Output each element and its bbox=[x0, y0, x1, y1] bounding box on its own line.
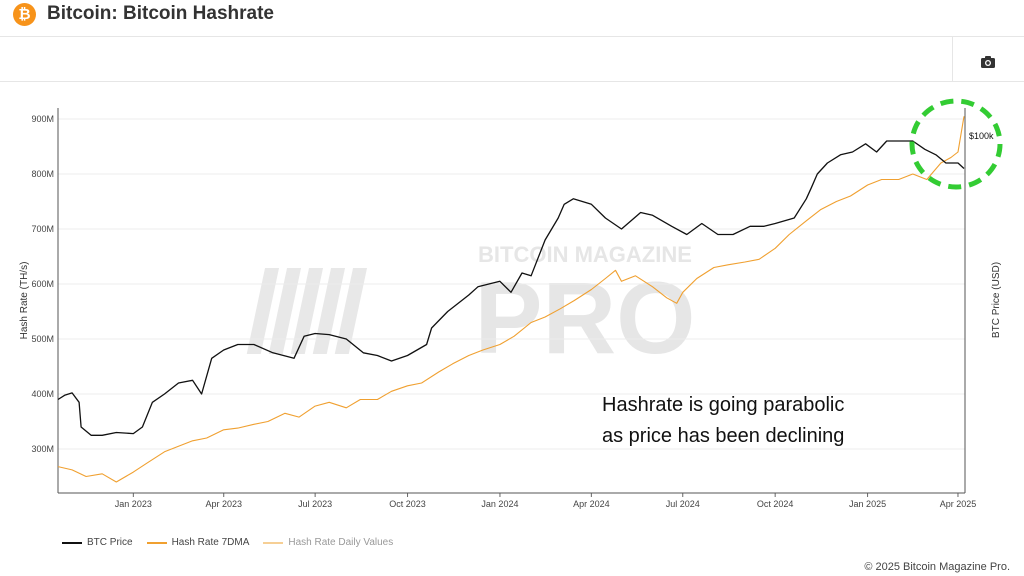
x-tick-label: Jan 2023 bbox=[115, 499, 152, 509]
legend-item-hash-rate-7dma[interactable]: Hash Rate 7DMA bbox=[146, 537, 250, 548]
series-btc-price bbox=[57, 140, 965, 436]
annotation-line1: Hashrate is going parabolic bbox=[602, 394, 844, 416]
series-hash-rate-7dma bbox=[57, 116, 965, 483]
watermark-line1: BITCOIN MAGAZINE bbox=[478, 242, 692, 267]
price-label: $100k bbox=[969, 131, 994, 141]
x-tick-label: Oct 2023 bbox=[389, 499, 426, 509]
y-tick-label: 700M bbox=[31, 224, 54, 234]
x-tick-label: Jan 2025 bbox=[849, 499, 886, 509]
x-tick-label: Apr 2024 bbox=[573, 499, 610, 509]
y2-axis-label: BTC Price (USD) bbox=[991, 262, 1002, 338]
watermark-line2: PRO bbox=[474, 261, 695, 375]
annotation-line2: as price has been declining bbox=[602, 425, 844, 447]
y-tick-label: 400M bbox=[31, 389, 54, 399]
header: ₿ Bitcoin: Bitcoin Hashrate bbox=[0, 0, 1024, 30]
chart-toolbar bbox=[0, 36, 1024, 82]
legend-swatch bbox=[263, 541, 284, 544]
x-tick-label: Jul 2023 bbox=[298, 499, 332, 509]
y-tick-label: 600M bbox=[31, 279, 54, 289]
legend-swatch bbox=[146, 541, 167, 544]
highlight-circle bbox=[909, 98, 1003, 190]
bitcoin-logo-icon: ₿ bbox=[13, 3, 36, 26]
watermark: BITCOIN MAGAZINE PRO bbox=[246, 242, 696, 375]
y-tick-label: 900M bbox=[31, 114, 54, 124]
copyright-note: © 2025 Bitcoin Magazine Pro. bbox=[864, 561, 1010, 573]
x-tick-label: Apr 2023 bbox=[205, 499, 242, 509]
legend-item-hash-rate-daily[interactable]: Hash Rate Daily Values bbox=[263, 537, 393, 548]
x-tick-label: Apr 2025 bbox=[940, 499, 977, 509]
y-tick-label: 500M bbox=[31, 334, 54, 344]
y-tick-label: 800M bbox=[31, 169, 54, 179]
legend-label: Hash Rate 7DMA bbox=[171, 537, 250, 548]
legend-label: BTC Price bbox=[87, 537, 133, 548]
y-axis-label: Hash Rate (TH/s) bbox=[19, 262, 30, 340]
camera-icon[interactable] bbox=[976, 51, 1000, 73]
chart-legend: BTC Price Hash Rate 7DMA Hash Rate Daily… bbox=[62, 537, 393, 548]
y-tick-label: 300M bbox=[31, 444, 54, 454]
legend-swatch bbox=[62, 541, 82, 544]
legend-label: Hash Rate Daily Values bbox=[288, 537, 394, 548]
toolbar-divider bbox=[952, 37, 953, 81]
x-tick-label: Oct 2024 bbox=[757, 499, 794, 509]
page-title: Bitcoin: Bitcoin Hashrate bbox=[47, 3, 274, 24]
x-tick-label: Jul 2024 bbox=[666, 499, 700, 509]
x-tick-label: Jan 2024 bbox=[481, 499, 518, 509]
legend-item-btc-price[interactable]: BTC Price bbox=[62, 537, 133, 548]
